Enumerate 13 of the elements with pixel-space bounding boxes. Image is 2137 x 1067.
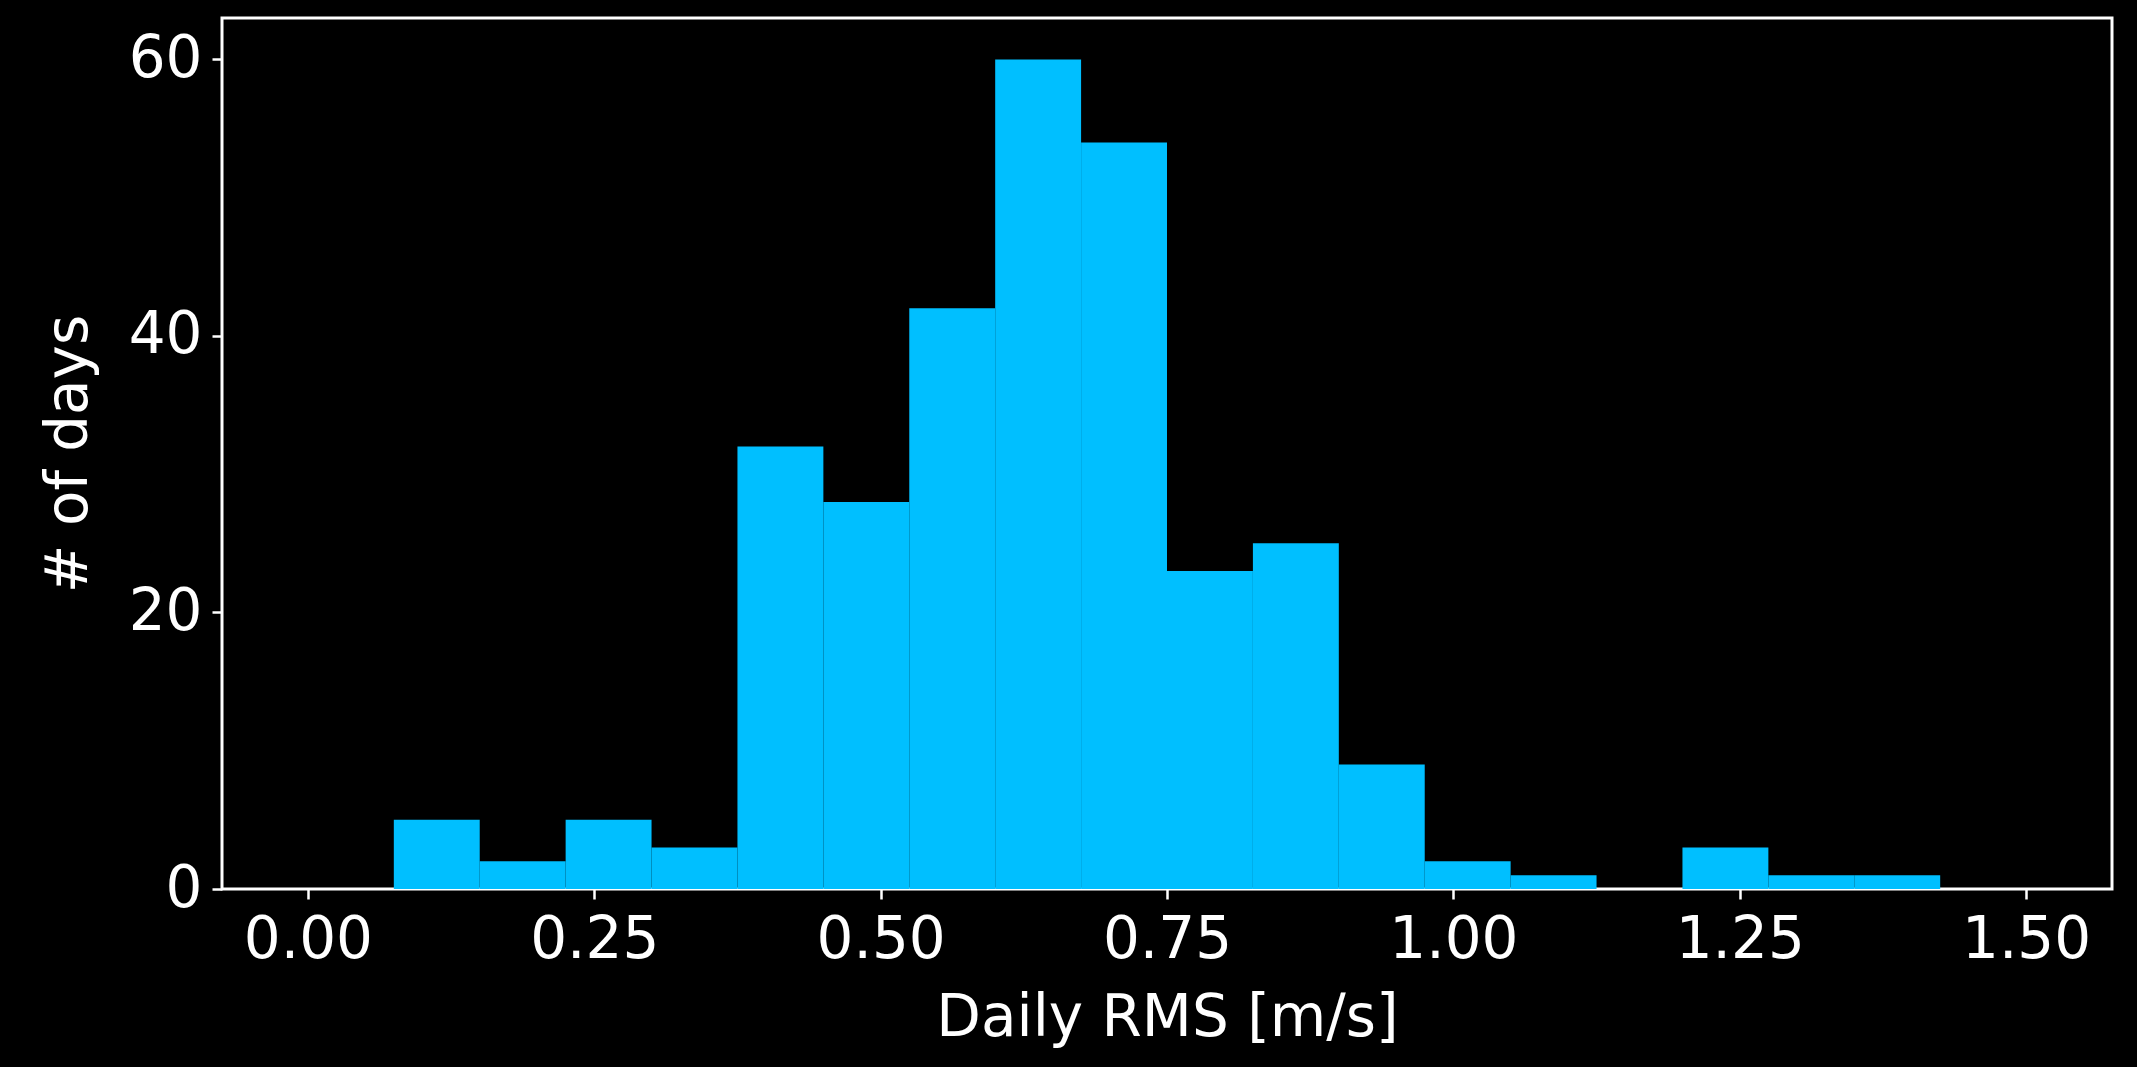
y-axis-title: # of days — [32, 314, 101, 594]
y-tick-label: 0 — [165, 852, 203, 921]
x-tick-label: 1.50 — [1962, 903, 2092, 972]
y-tick-label: 60 — [128, 22, 203, 91]
x-tick-label: 0.00 — [243, 903, 373, 972]
y-tick-label: 20 — [128, 575, 203, 644]
y-tick-label: 40 — [128, 299, 203, 368]
x-axis-title: Daily RMS [m/s] — [936, 981, 1399, 1050]
x-tick-label: 0.25 — [530, 903, 660, 972]
x-tick-label: 0.50 — [816, 903, 946, 972]
x-tick-label: 1.25 — [1675, 903, 1805, 972]
x-tick-label: 1.00 — [1389, 903, 1519, 972]
x-tick-label: 0.75 — [1102, 903, 1233, 972]
